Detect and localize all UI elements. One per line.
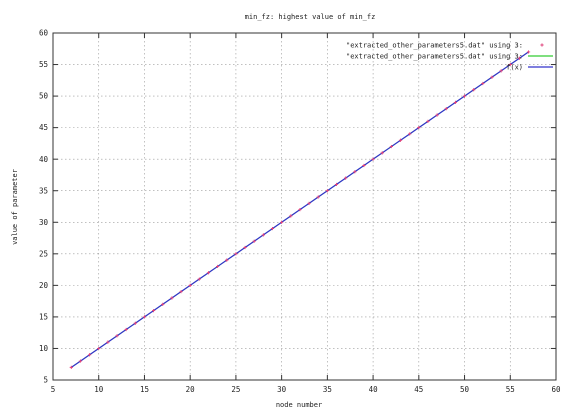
data-point xyxy=(490,75,494,79)
data-point xyxy=(261,233,265,237)
legend-swatch xyxy=(540,43,544,47)
data-point xyxy=(316,195,320,199)
data-point xyxy=(408,132,412,136)
data-point xyxy=(353,170,357,174)
data-point xyxy=(234,252,238,256)
y-tick-label: 5 xyxy=(43,376,48,385)
legend: "extracted_other_parameters5.dat" using … xyxy=(346,42,553,72)
plot-area xyxy=(69,50,531,369)
data-point xyxy=(481,81,485,86)
data-point xyxy=(298,208,302,212)
data-point xyxy=(444,107,448,111)
y-tick-label: 20 xyxy=(39,281,49,290)
data-point xyxy=(380,151,384,155)
y-tick-label: 50 xyxy=(39,92,49,101)
x-tick-label: 25 xyxy=(231,385,240,394)
y-tick-label: 35 xyxy=(39,186,48,195)
x-tick-label: 60 xyxy=(551,385,561,394)
data-point xyxy=(197,277,201,281)
data-point xyxy=(426,119,430,123)
grid xyxy=(53,33,556,380)
data-point xyxy=(161,302,165,306)
data-point xyxy=(280,220,284,224)
data-point xyxy=(435,113,439,117)
x-tick-label: 35 xyxy=(323,385,332,394)
data-point xyxy=(133,321,137,325)
data-point xyxy=(97,346,101,351)
data-point xyxy=(152,309,156,313)
data-point xyxy=(417,126,421,130)
x-tick-label: 45 xyxy=(414,385,423,394)
data-point xyxy=(289,214,293,218)
data-point xyxy=(517,56,522,60)
x-tick-label: 55 xyxy=(506,385,515,394)
data-point xyxy=(225,258,229,262)
data-point xyxy=(472,88,476,92)
data-point xyxy=(398,138,403,142)
y-tick-label: 15 xyxy=(39,313,48,322)
data-point xyxy=(453,100,457,104)
chart-title: min_fz: highest value of min_fz xyxy=(245,13,376,21)
data-point xyxy=(188,283,192,287)
y-axis-label: value of parameter xyxy=(11,169,19,245)
data-point xyxy=(252,239,256,243)
data-point xyxy=(216,264,220,269)
data-point xyxy=(307,201,311,205)
data-point xyxy=(270,226,275,231)
y-tick-label: 30 xyxy=(39,218,49,227)
legend-label: "extracted_other_parameters5.dat" using … xyxy=(346,53,523,61)
data-point xyxy=(462,94,467,98)
data-point xyxy=(179,290,183,294)
x-tick-label: 30 xyxy=(277,385,287,394)
data-point xyxy=(106,340,110,344)
legend-label: f(x) xyxy=(506,64,523,72)
data-point xyxy=(124,327,128,332)
data-point xyxy=(115,334,119,338)
data-point xyxy=(325,189,329,193)
data-point xyxy=(334,182,339,187)
x-axis-label: node number xyxy=(276,401,322,409)
y-tick-label: 60 xyxy=(39,29,49,38)
x-tick-label: 15 xyxy=(140,385,149,394)
y-tick-label: 55 xyxy=(39,60,48,69)
x-axis: 5 10 15 20 25 30 35 40 45 50 55 60 xyxy=(51,33,561,394)
x-tick-label: 40 xyxy=(369,385,379,394)
data-point xyxy=(142,315,147,319)
y-tick-label: 10 xyxy=(39,344,49,353)
y-tick-label: 45 xyxy=(39,123,48,132)
data-point xyxy=(389,144,393,149)
data-point xyxy=(499,69,503,73)
data-point xyxy=(69,365,73,369)
y-tick-label: 25 xyxy=(39,249,48,258)
y-tick-label: 40 xyxy=(39,155,49,164)
data-point xyxy=(170,296,174,300)
data-point xyxy=(243,245,247,250)
data-point xyxy=(362,163,366,168)
x-tick-label: 10 xyxy=(94,385,104,394)
data-point xyxy=(508,62,512,67)
x-tick-label: 50 xyxy=(460,385,470,394)
data-point xyxy=(78,359,83,363)
plot-frame xyxy=(52,32,557,381)
legend-label: "extracted_other_parameters5.dat" using … xyxy=(346,42,523,50)
y-axis: 5 10 15 20 25 30 35 40 45 50 55 60 xyxy=(39,29,556,385)
data-point xyxy=(87,353,92,357)
data-point xyxy=(206,271,211,275)
data-point xyxy=(371,157,375,161)
data-point xyxy=(526,50,531,54)
x-tick-label: 5 xyxy=(51,385,56,394)
x-tick-label: 20 xyxy=(186,385,196,394)
data-point xyxy=(344,176,348,180)
